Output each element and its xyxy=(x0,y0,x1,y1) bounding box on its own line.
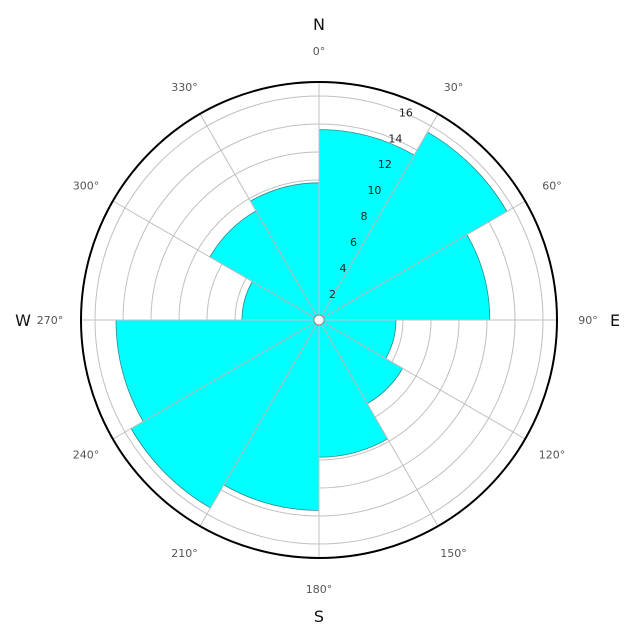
angle-tick-label: 330° xyxy=(171,81,198,94)
angular-grid-line xyxy=(199,319,320,527)
center-marker xyxy=(313,314,325,326)
angle-tick-label: 240° xyxy=(73,449,100,462)
radial-tick-label: 4 xyxy=(339,262,346,275)
angular-grid-line xyxy=(318,319,439,527)
south-label: S xyxy=(314,607,324,626)
angular-grid-line xyxy=(318,200,526,321)
angle-tick-label: 60° xyxy=(542,180,562,193)
angle-tick-label: 150° xyxy=(440,547,467,560)
angular-grid-line xyxy=(112,319,320,440)
radial-tick-label: 10 xyxy=(367,184,381,197)
angular-grid-line xyxy=(318,319,526,440)
wind-sector-bar xyxy=(130,318,321,509)
radial-tick-label: 2 xyxy=(329,288,336,301)
angle-tick-label: 0° xyxy=(313,45,326,58)
west-label: W xyxy=(15,311,31,330)
north-label: N xyxy=(313,15,325,34)
wind-sector-bar xyxy=(317,234,491,321)
angular-grid-line xyxy=(199,113,320,321)
wind-sector-bar xyxy=(317,131,508,322)
angular-grid-line xyxy=(318,113,439,321)
polar-boundary-circle xyxy=(80,81,558,559)
radial-tick-label: 14 xyxy=(388,132,402,145)
radial-tick-label: 16 xyxy=(399,106,413,119)
angle-tick-label: 180° xyxy=(306,583,333,596)
wind-sector-bar xyxy=(115,319,321,423)
angle-tick-label: 210° xyxy=(171,547,198,560)
spokes-layer xyxy=(80,81,558,559)
angle-tick-label: 30° xyxy=(444,81,464,94)
angle-tick-label: 300° xyxy=(73,180,100,193)
radial-tick-label: 12 xyxy=(378,158,392,171)
angle-tick-label: 90° xyxy=(578,314,598,327)
labels-layer: 0° 30° 60° 90° 120° 150° 180° 210° 240° 270° 300° 3… xyxy=(37,45,598,596)
radial-tick-label: 6 xyxy=(350,236,357,249)
east-label: E xyxy=(610,311,620,330)
wind-sector-bar xyxy=(223,318,320,511)
angle-tick-label: 120° xyxy=(539,449,566,462)
radial-tick-label: 8 xyxy=(360,210,367,223)
wind-sector-bar xyxy=(318,129,415,322)
angle-tick-label: 270° xyxy=(37,314,64,327)
bars-layer xyxy=(115,129,508,511)
angular-grid-line xyxy=(112,200,320,321)
